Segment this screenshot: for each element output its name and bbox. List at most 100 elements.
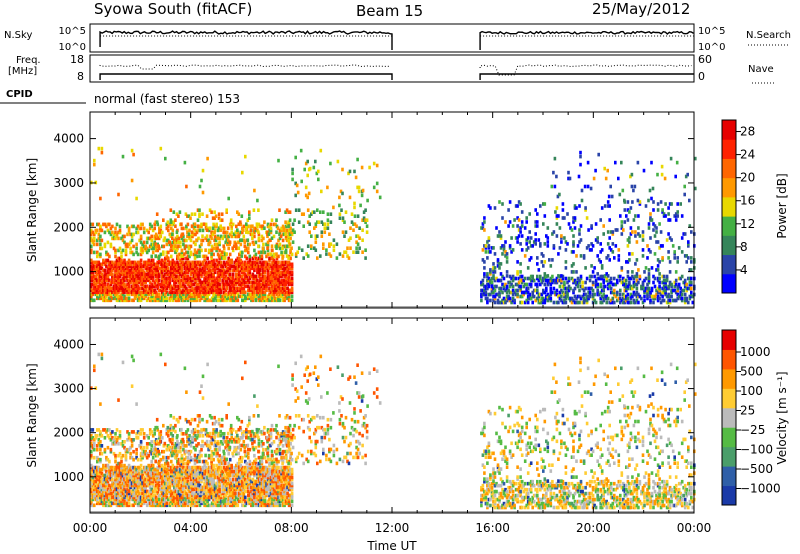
power-cell-1612 xyxy=(262,276,265,281)
power-cell-352 xyxy=(126,270,129,275)
power-cell-3644 xyxy=(498,230,501,234)
power-cell-1286 xyxy=(225,286,229,291)
power-cell-284 xyxy=(120,296,123,301)
power-cell-3950 xyxy=(650,218,654,222)
power-cell-2603 xyxy=(222,230,225,234)
power-cell-1727 xyxy=(274,266,277,271)
power-cell-2780 xyxy=(332,248,336,252)
power-cell-1821 xyxy=(283,260,286,265)
power-cell-961 xyxy=(191,282,194,287)
power-cell-3657 xyxy=(502,244,506,248)
power-cell-2485 xyxy=(155,220,159,224)
power-cell-2556 xyxy=(198,208,201,212)
power-cell-1233 xyxy=(219,294,223,299)
power-cell-356 xyxy=(126,262,129,267)
power-cell-893 xyxy=(183,276,187,281)
power-cell-720 xyxy=(165,290,169,295)
power-cell-477 xyxy=(139,294,143,299)
power-cell-738 xyxy=(167,272,170,277)
power-cell-731 xyxy=(165,264,169,269)
power-cell-721 xyxy=(165,286,169,291)
power-cell-1193 xyxy=(215,284,218,289)
power-cell-338 xyxy=(124,270,128,275)
power-cell-1611 xyxy=(262,278,265,283)
power-cell-2599 xyxy=(220,218,224,222)
power-cell-4061 xyxy=(604,176,608,181)
power-cell-13 xyxy=(90,268,93,273)
power-cell-164 xyxy=(106,270,110,275)
power-cell-1180 xyxy=(213,286,217,291)
power-cell-1311 xyxy=(228,288,232,293)
power-cell-3635 xyxy=(493,206,497,210)
power-cell-1031 xyxy=(198,292,202,297)
power-cell-1548 xyxy=(256,288,259,293)
power-cell-1252 xyxy=(221,270,224,275)
power-cell-767 xyxy=(170,266,173,271)
power-cell-728 xyxy=(165,270,169,275)
power-cell-1857 xyxy=(287,274,291,279)
power-cell-297 xyxy=(120,262,123,267)
power-cell-415 xyxy=(133,296,137,301)
power-cell-1882 xyxy=(290,276,294,281)
power-cell-1580 xyxy=(259,288,262,293)
power-cell-1488 xyxy=(248,268,252,273)
power-cell-191 xyxy=(109,270,113,275)
power-cell-3727 xyxy=(534,208,537,212)
power-cell-4084 xyxy=(651,186,655,191)
power-cell-3467 xyxy=(653,284,657,289)
power-cell-1872 xyxy=(289,266,292,271)
power-cell-423 xyxy=(133,278,137,283)
power-cell-1486 xyxy=(248,272,252,277)
power-cell-656 xyxy=(158,278,161,283)
power-cell-1832 xyxy=(284,270,288,275)
power-cell-1342 xyxy=(231,282,235,287)
power-cell-1736 xyxy=(275,282,279,287)
power-cell-1860 xyxy=(287,266,291,271)
power-cell-396 xyxy=(130,266,134,271)
power-cell-1477 xyxy=(247,260,250,265)
power-cell-4058 xyxy=(594,168,597,173)
power-cell-2795 xyxy=(343,220,346,224)
power-cell-2627 xyxy=(237,234,241,238)
power-cell-1097 xyxy=(204,262,208,267)
power-cell-2818 xyxy=(356,250,360,254)
power-cell-440 xyxy=(135,274,138,279)
power-cell-45 xyxy=(94,292,98,297)
power-cell-3335 xyxy=(613,288,616,293)
power-cell-3734 xyxy=(537,238,541,242)
power-cell-1112 xyxy=(206,264,209,269)
power-cell-3639 xyxy=(496,258,500,262)
power-cell-1566 xyxy=(257,284,261,289)
power-cell-1127 xyxy=(207,266,211,271)
power-cell-637 xyxy=(156,284,159,289)
power-cell-127 xyxy=(103,296,107,301)
power-cell-2853 xyxy=(306,173,309,178)
power-cell-1675 xyxy=(269,278,273,283)
power-cell-4071 xyxy=(623,198,626,203)
power-cell-487 xyxy=(139,268,143,273)
power-cell-4022 xyxy=(687,256,690,260)
power-cell-1104 xyxy=(206,284,209,289)
power-cell-2789 xyxy=(341,254,345,258)
power-cell-837 xyxy=(177,278,181,283)
power-cell-64 xyxy=(96,284,99,289)
power-cell-1693 xyxy=(271,266,274,271)
power-cell-4030 xyxy=(690,256,693,260)
power-cell-1190 xyxy=(215,294,218,299)
power-cell-872 xyxy=(182,298,185,303)
power-cell-2360 xyxy=(253,248,256,253)
power-cell-4070 xyxy=(621,188,625,193)
power-cell-693 xyxy=(162,292,166,297)
power-cell-4125 xyxy=(253,188,256,193)
power-cell-299 xyxy=(121,298,125,303)
power-cell-340 xyxy=(124,264,128,269)
power-cell-1203 xyxy=(216,286,220,291)
power-cell-1420 xyxy=(241,278,244,283)
power-cell-2658 xyxy=(260,250,263,254)
power-cell-598 xyxy=(151,278,155,283)
power-cell-1272 xyxy=(224,294,227,299)
power-cell-2797 xyxy=(344,230,348,234)
power-cell-1487 xyxy=(248,270,252,275)
power-cell-3150 xyxy=(555,288,559,293)
power-cell-991 xyxy=(194,280,197,285)
